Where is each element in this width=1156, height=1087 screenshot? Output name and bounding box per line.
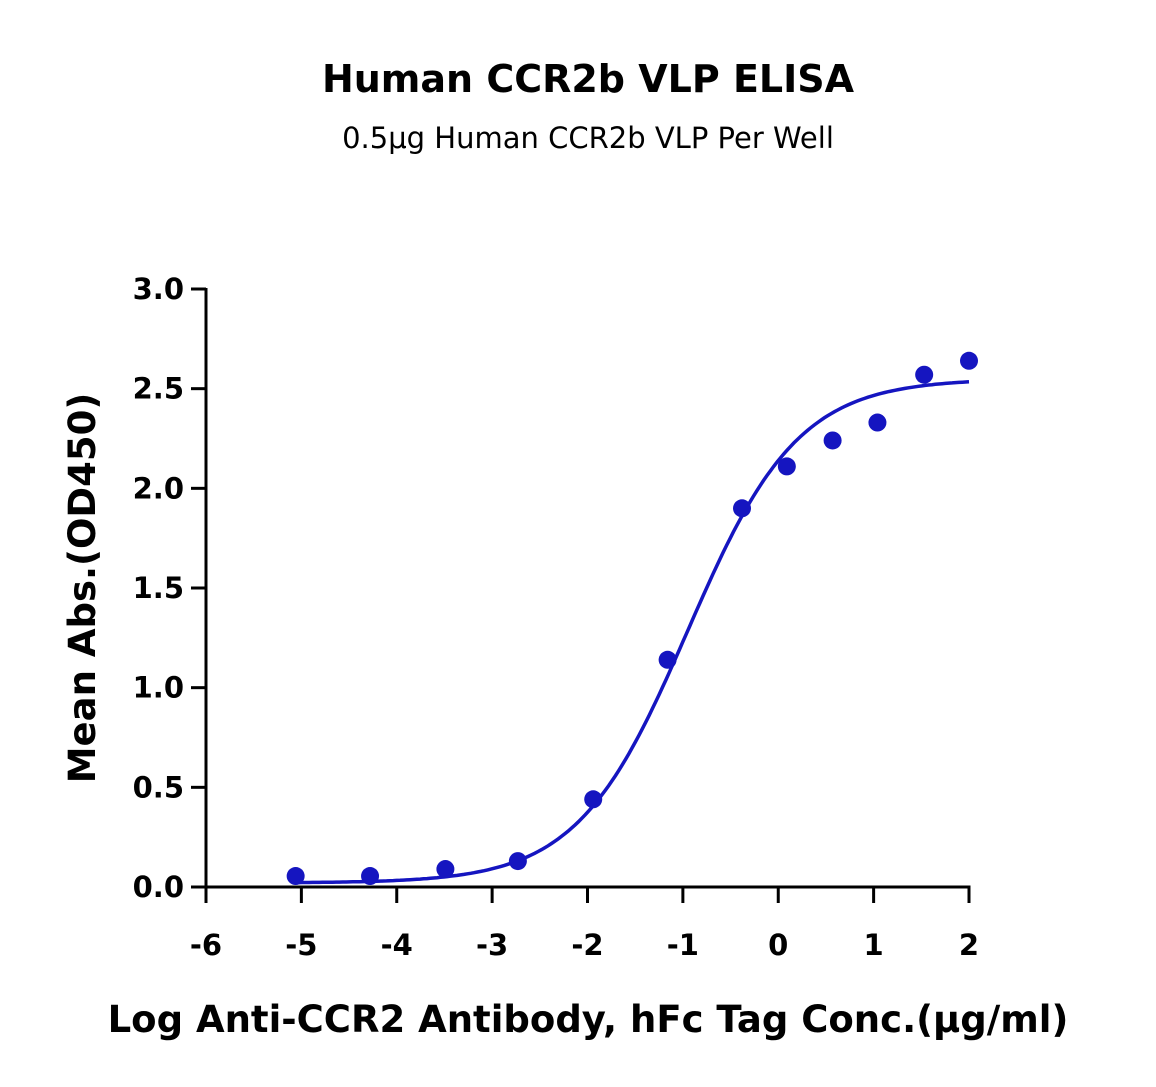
x-tick-label: 0 — [768, 928, 788, 962]
axes: 0.0 0.5 1.0 1.5 2.0 2.5 3.0 -6 -5 -4 -3 -2 -1 0 1 2 — [133, 272, 979, 962]
fit-curve-group — [295, 380, 970, 885]
chart-title: Human CCR2b VLP ELISA — [322, 57, 855, 101]
x-tick-label: -1 — [667, 928, 699, 962]
y-axis-label: Mean Abs.(OD450) — [61, 393, 104, 784]
x-tick-label: -3 — [476, 928, 508, 962]
data-point — [584, 790, 603, 809]
x-tick-label: 1 — [864, 928, 884, 962]
data-point — [733, 499, 752, 518]
y-tick-label: 1.0 — [133, 671, 184, 705]
fit-curve — [295, 380, 970, 885]
x-tick-label: -2 — [571, 928, 603, 962]
data-point — [361, 867, 380, 886]
x-tick-label: -5 — [285, 928, 317, 962]
data-point — [286, 867, 305, 886]
data-point — [658, 650, 677, 669]
x-tick-label: 2 — [959, 928, 979, 962]
y-tick-label: 2.5 — [133, 372, 184, 406]
x-tick-label: -6 — [190, 928, 222, 962]
y-tick-label: 3.0 — [133, 272, 184, 306]
data-point — [777, 457, 796, 476]
data-point — [868, 413, 887, 432]
chart-subtitle: 0.5μg Human CCR2b VLP Per Well — [342, 121, 834, 155]
data-point — [915, 365, 934, 384]
data-points — [286, 351, 978, 886]
data-point — [823, 431, 842, 450]
y-tick-label: 1.5 — [133, 571, 184, 605]
data-point — [508, 852, 527, 871]
y-tick-label: 2.0 — [133, 471, 184, 505]
data-point — [960, 351, 978, 370]
data-point — [436, 860, 455, 879]
x-axis-label: Log Anti-CCR2 Antibody, hFc Tag Conc.(μg… — [108, 998, 1069, 1041]
x-tick-label: -4 — [381, 928, 413, 962]
y-tick-label: 0.0 — [133, 870, 184, 904]
y-tick-label: 0.5 — [133, 770, 184, 804]
